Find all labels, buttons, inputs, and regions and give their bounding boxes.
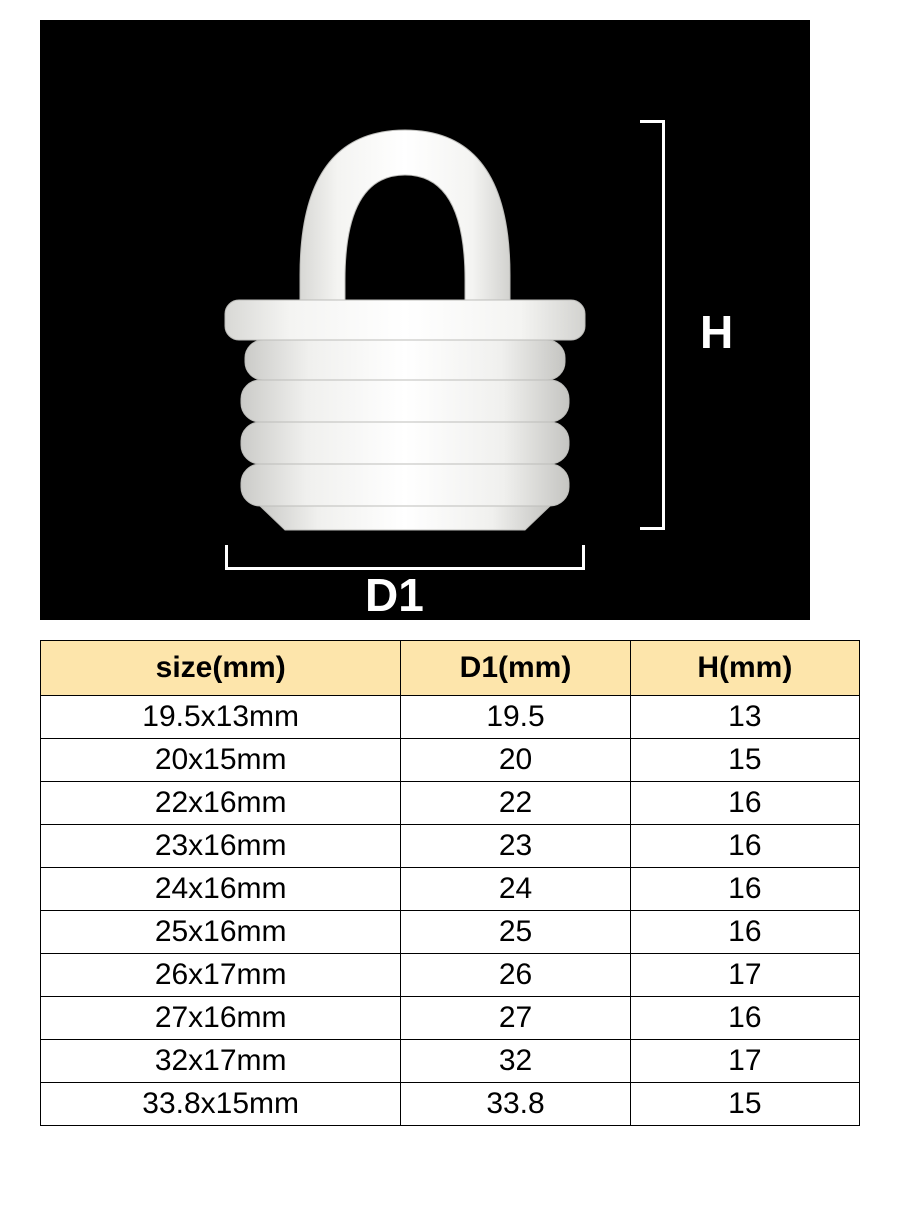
table-row: 33.8x15mm33.815 [41, 1083, 860, 1126]
table-cell-d1: 32 [401, 1040, 630, 1083]
table-cell-d1: 27 [401, 997, 630, 1040]
table-cell-size: 19.5x13mm [41, 696, 401, 739]
table-row: 24x16mm2416 [41, 868, 860, 911]
table-cell-d1: 23 [401, 825, 630, 868]
table-cell-d1: 19.5 [401, 696, 630, 739]
table-row: 25x16mm2516 [41, 911, 860, 954]
table-cell-d1: 26 [401, 954, 630, 997]
col-header-d1: D1(mm) [401, 641, 630, 696]
table-cell-h: 17 [630, 954, 859, 997]
h-dimension-label: H [700, 305, 733, 359]
table-cell-h: 16 [630, 782, 859, 825]
table-cell-h: 15 [630, 739, 859, 782]
d1-dimension-label: D1 [365, 568, 424, 622]
table-cell-d1: 24 [401, 868, 630, 911]
table-cell-h: 16 [630, 825, 859, 868]
table-cell-d1: 33.8 [401, 1083, 630, 1126]
product-diagram: H D1 [40, 20, 810, 620]
table-cell-h: 16 [630, 868, 859, 911]
table-cell-size: 22x16mm [41, 782, 401, 825]
h-dimension-bracket [625, 120, 665, 530]
table-cell-size: 32x17mm [41, 1040, 401, 1083]
table-cell-d1: 22 [401, 782, 630, 825]
table-header-row: size(mm) D1(mm) H(mm) [41, 641, 860, 696]
table-cell-h: 16 [630, 911, 859, 954]
table-cell-size: 25x16mm [41, 911, 401, 954]
table-row: 26x17mm2617 [41, 954, 860, 997]
table-cell-h: 16 [630, 997, 859, 1040]
table-row: 27x16mm2716 [41, 997, 860, 1040]
size-spec-table: size(mm) D1(mm) H(mm) 19.5x13mm19.51320x… [40, 640, 860, 1126]
table-cell-size: 23x16mm [41, 825, 401, 868]
table-cell-size: 26x17mm [41, 954, 401, 997]
table-cell-h: 15 [630, 1083, 859, 1126]
table-row: 23x16mm2316 [41, 825, 860, 868]
table-cell-d1: 25 [401, 911, 630, 954]
table-cell-d1: 20 [401, 739, 630, 782]
table-row: 20x15mm2015 [41, 739, 860, 782]
table-cell-h: 13 [630, 696, 859, 739]
table-row: 32x17mm3217 [41, 1040, 860, 1083]
table-cell-size: 20x15mm [41, 739, 401, 782]
table-cell-size: 27x16mm [41, 997, 401, 1040]
col-header-size: size(mm) [41, 641, 401, 696]
table-cell-size: 24x16mm [41, 868, 401, 911]
plug-drawing [205, 105, 605, 535]
table-row: 22x16mm2216 [41, 782, 860, 825]
table-row: 19.5x13mm19.513 [41, 696, 860, 739]
table-cell-h: 17 [630, 1040, 859, 1083]
d1-dimension-bracket [225, 540, 585, 570]
table-cell-size: 33.8x15mm [41, 1083, 401, 1126]
col-header-h: H(mm) [630, 641, 859, 696]
